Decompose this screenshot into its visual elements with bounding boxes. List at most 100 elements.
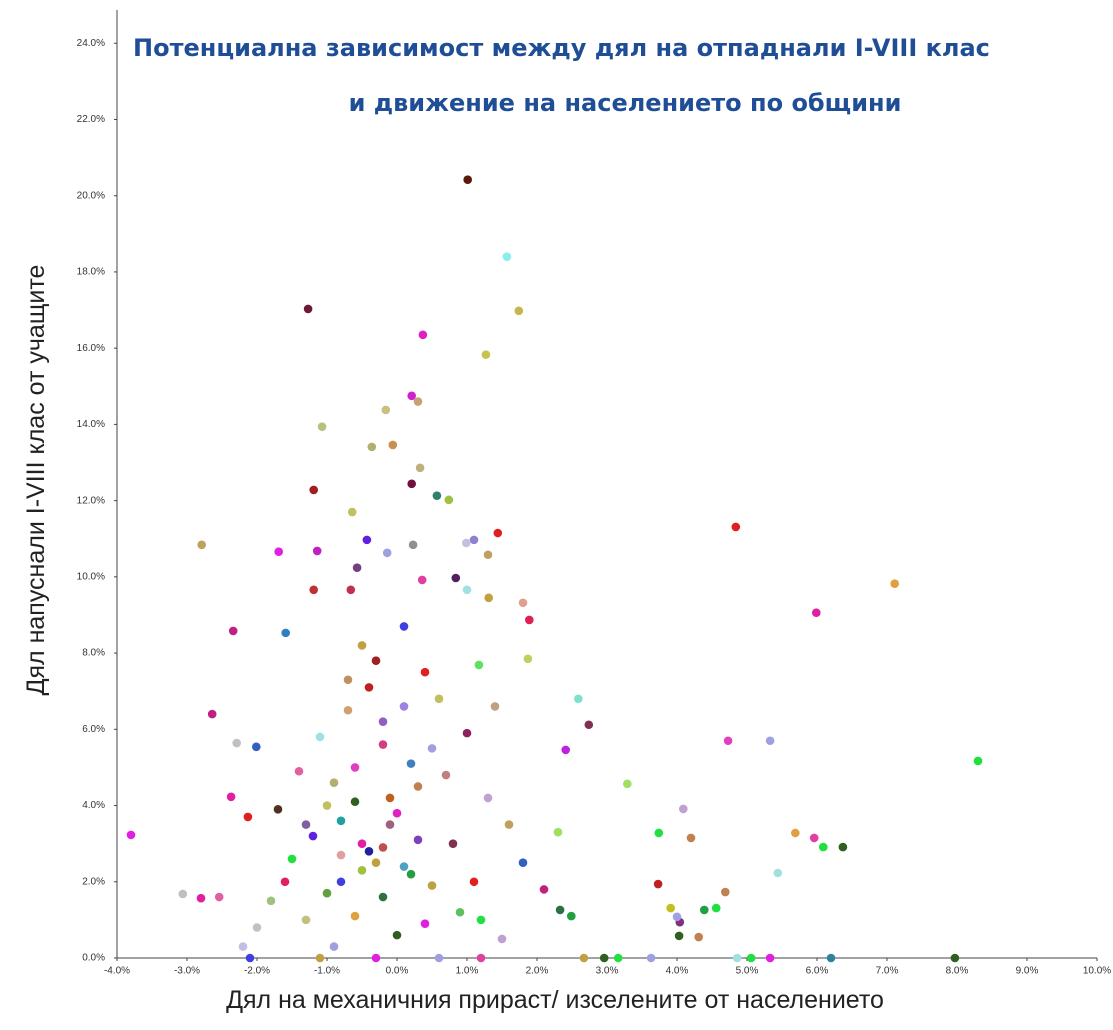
point	[280, 877, 290, 887]
point	[336, 877, 346, 887]
point	[700, 905, 709, 915]
point	[281, 628, 291, 638]
point	[343, 675, 353, 685]
point	[514, 306, 524, 316]
point	[427, 881, 437, 890]
point	[462, 728, 472, 738]
point	[518, 858, 528, 868]
point	[364, 846, 374, 856]
point	[378, 717, 388, 726]
point	[322, 888, 332, 898]
point	[406, 759, 416, 768]
point	[378, 843, 388, 852]
point	[415, 463, 425, 473]
point	[474, 660, 484, 670]
y-tick-label: 4.0%	[82, 800, 105, 811]
point	[838, 842, 848, 852]
point	[350, 911, 360, 921]
point	[252, 923, 262, 932]
point	[413, 397, 423, 406]
point	[623, 779, 632, 789]
y-tick-label: 12.0%	[77, 495, 105, 506]
point	[553, 827, 563, 837]
point	[329, 942, 339, 951]
x-tick-label: 10.0%	[1083, 966, 1111, 977]
y-tick-label: 22.0%	[77, 114, 105, 125]
point	[399, 702, 409, 711]
point	[301, 915, 311, 925]
point	[476, 953, 486, 963]
point	[371, 858, 381, 868]
point	[469, 877, 479, 887]
point	[746, 953, 756, 963]
point	[315, 953, 325, 963]
point	[294, 766, 304, 776]
point	[502, 252, 512, 261]
point	[584, 720, 594, 730]
point	[826, 953, 836, 963]
point	[228, 626, 238, 636]
x-tick-label: 0.0%	[386, 966, 409, 977]
point	[357, 839, 367, 848]
point	[462, 585, 472, 595]
point	[721, 887, 730, 897]
point	[525, 615, 534, 625]
y-tick-label: 10.0%	[77, 571, 105, 582]
point	[427, 744, 437, 753]
y-tick-label: 6.0%	[82, 724, 105, 735]
x-axis-label: Дял на механичния прираст/ изселените от…	[226, 986, 884, 1014]
point	[444, 495, 454, 505]
point	[382, 548, 392, 558]
point	[674, 931, 684, 941]
point	[765, 736, 775, 746]
point	[309, 485, 319, 495]
point	[812, 608, 821, 617]
x-tick-label: 1.0%	[456, 966, 479, 977]
x-tick-label: -2.0%	[244, 966, 270, 977]
point	[723, 736, 733, 746]
x-tick-label: -4.0%	[104, 966, 130, 977]
point	[399, 622, 409, 631]
point	[371, 953, 381, 963]
point	[378, 740, 388, 749]
point	[434, 953, 444, 963]
point	[196, 893, 206, 903]
point	[819, 842, 828, 852]
y-tick-label: 20.0%	[77, 190, 105, 201]
point	[357, 866, 367, 875]
point	[599, 953, 609, 963]
point	[406, 869, 416, 879]
point	[555, 905, 565, 915]
x-tick-label: 5.0%	[736, 966, 759, 977]
x-tick-label: 3.0%	[596, 966, 619, 977]
y-axis-label: Дял напуснали I-VIII клас от учащите	[22, 265, 50, 696]
point	[493, 528, 503, 538]
y-tick-label: 24.0%	[77, 38, 105, 49]
point	[408, 540, 418, 550]
point	[315, 732, 325, 742]
point	[518, 598, 528, 608]
point	[483, 550, 493, 560]
point	[561, 745, 570, 755]
chart-title: и движение на населението по общини	[349, 89, 902, 117]
point	[711, 903, 721, 913]
point	[346, 585, 356, 595]
point	[731, 522, 741, 532]
y-tick-label: 2.0%	[82, 876, 105, 887]
point	[420, 919, 430, 928]
point	[448, 839, 458, 848]
point	[504, 820, 514, 829]
point	[455, 907, 465, 917]
point	[686, 833, 696, 843]
point	[481, 350, 491, 359]
point	[343, 705, 353, 715]
y-tick-label: 14.0%	[77, 419, 105, 430]
point	[539, 885, 549, 894]
point	[418, 330, 428, 340]
point	[371, 656, 381, 666]
y-tick-label: 18.0%	[77, 267, 105, 278]
point	[434, 694, 444, 704]
point	[579, 953, 589, 963]
point	[336, 816, 346, 826]
